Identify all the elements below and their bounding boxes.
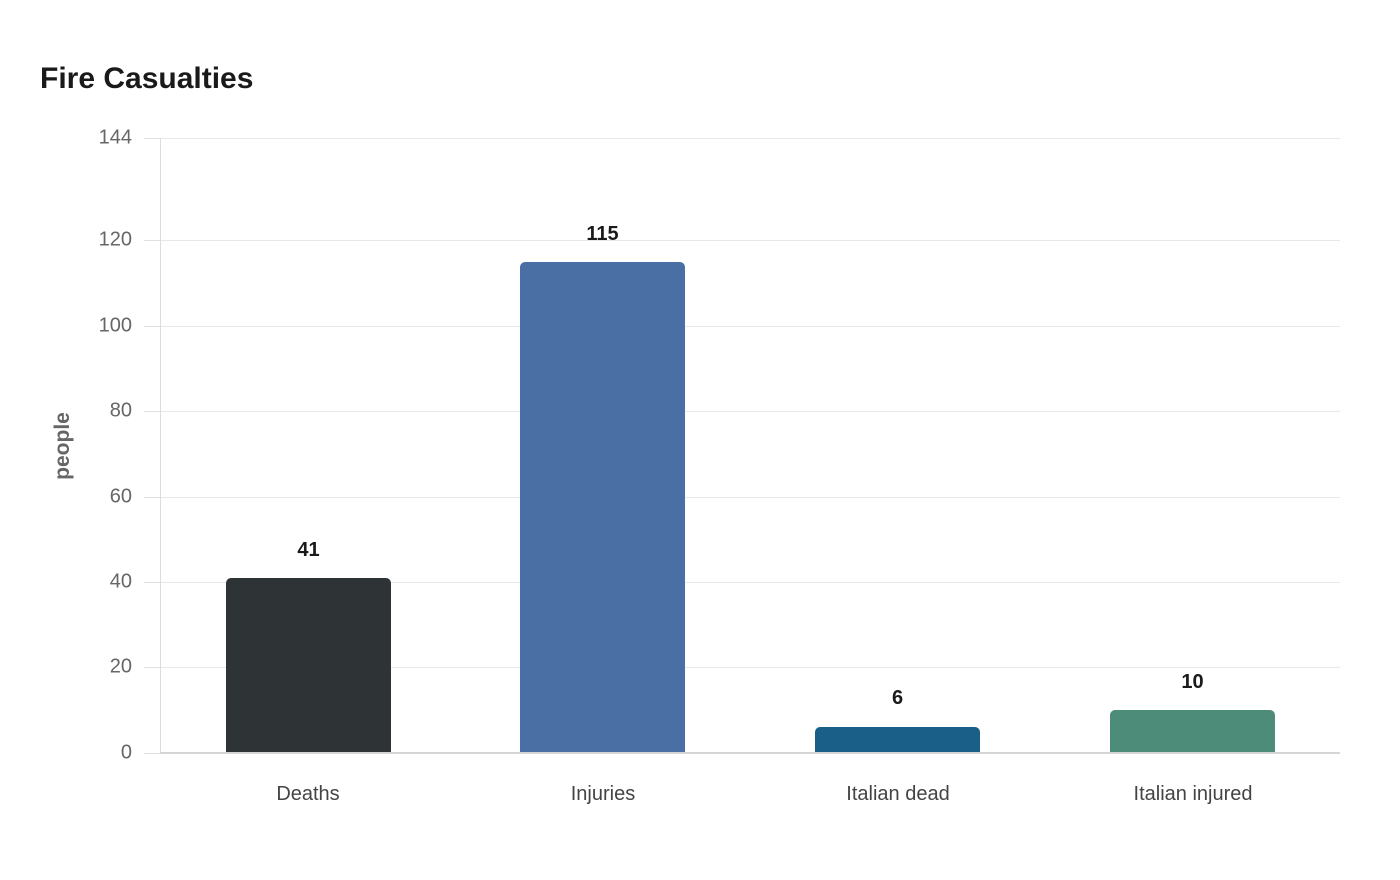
gridline-60 — [160, 497, 1340, 498]
tickmark — [144, 411, 160, 412]
y-axis-line — [160, 138, 161, 753]
gridline-20 — [160, 667, 1340, 668]
bar-injuries[interactable] — [520, 262, 685, 753]
gridline-100 — [160, 326, 1340, 327]
y-tick-80: 80 — [109, 399, 132, 422]
tickmark — [144, 582, 160, 583]
value-label-italian-dead: 6 — [891, 687, 904, 709]
y-tick-144: 144 — [98, 126, 132, 149]
bar-deaths[interactable] — [226, 578, 391, 753]
x-tick-italian-dead: Italian dead — [846, 783, 950, 805]
value-label-deaths: 41 — [297, 539, 320, 561]
x-axis-line — [160, 752, 1340, 754]
y-tick-120: 120 — [98, 228, 132, 251]
gridline-40 — [160, 582, 1340, 583]
gridline-144 — [160, 138, 1340, 139]
bar-italian-dead[interactable] — [815, 727, 980, 753]
tickmark — [144, 240, 160, 241]
bar-italian-injured[interactable] — [1110, 710, 1275, 753]
y-tick-0: 0 — [120, 741, 132, 764]
x-tick-italian-injured: Italian injured — [1133, 783, 1253, 805]
tickmark — [144, 138, 160, 139]
plot-area: 144 120 100 80 60 40 20 0 41 115 6 10 De… — [99, 127, 1340, 805]
x-tick-deaths: Deaths — [276, 783, 340, 805]
tickmark — [144, 497, 160, 498]
gridline-120 — [160, 240, 1340, 241]
chart-title: Fire Casualties — [40, 62, 254, 95]
tickmark — [144, 326, 160, 327]
value-label-injuries: 115 — [586, 223, 619, 245]
gridline-80 — [160, 411, 1340, 412]
y-tick-100: 100 — [98, 314, 132, 337]
tickmark — [144, 753, 160, 754]
y-tick-40: 40 — [109, 570, 132, 593]
x-tick-injuries: Injuries — [570, 783, 636, 805]
value-label-italian-injured: 10 — [1181, 671, 1204, 693]
y-tick-60: 60 — [109, 485, 132, 508]
tickmark — [144, 667, 160, 668]
y-tick-20: 20 — [109, 655, 132, 678]
